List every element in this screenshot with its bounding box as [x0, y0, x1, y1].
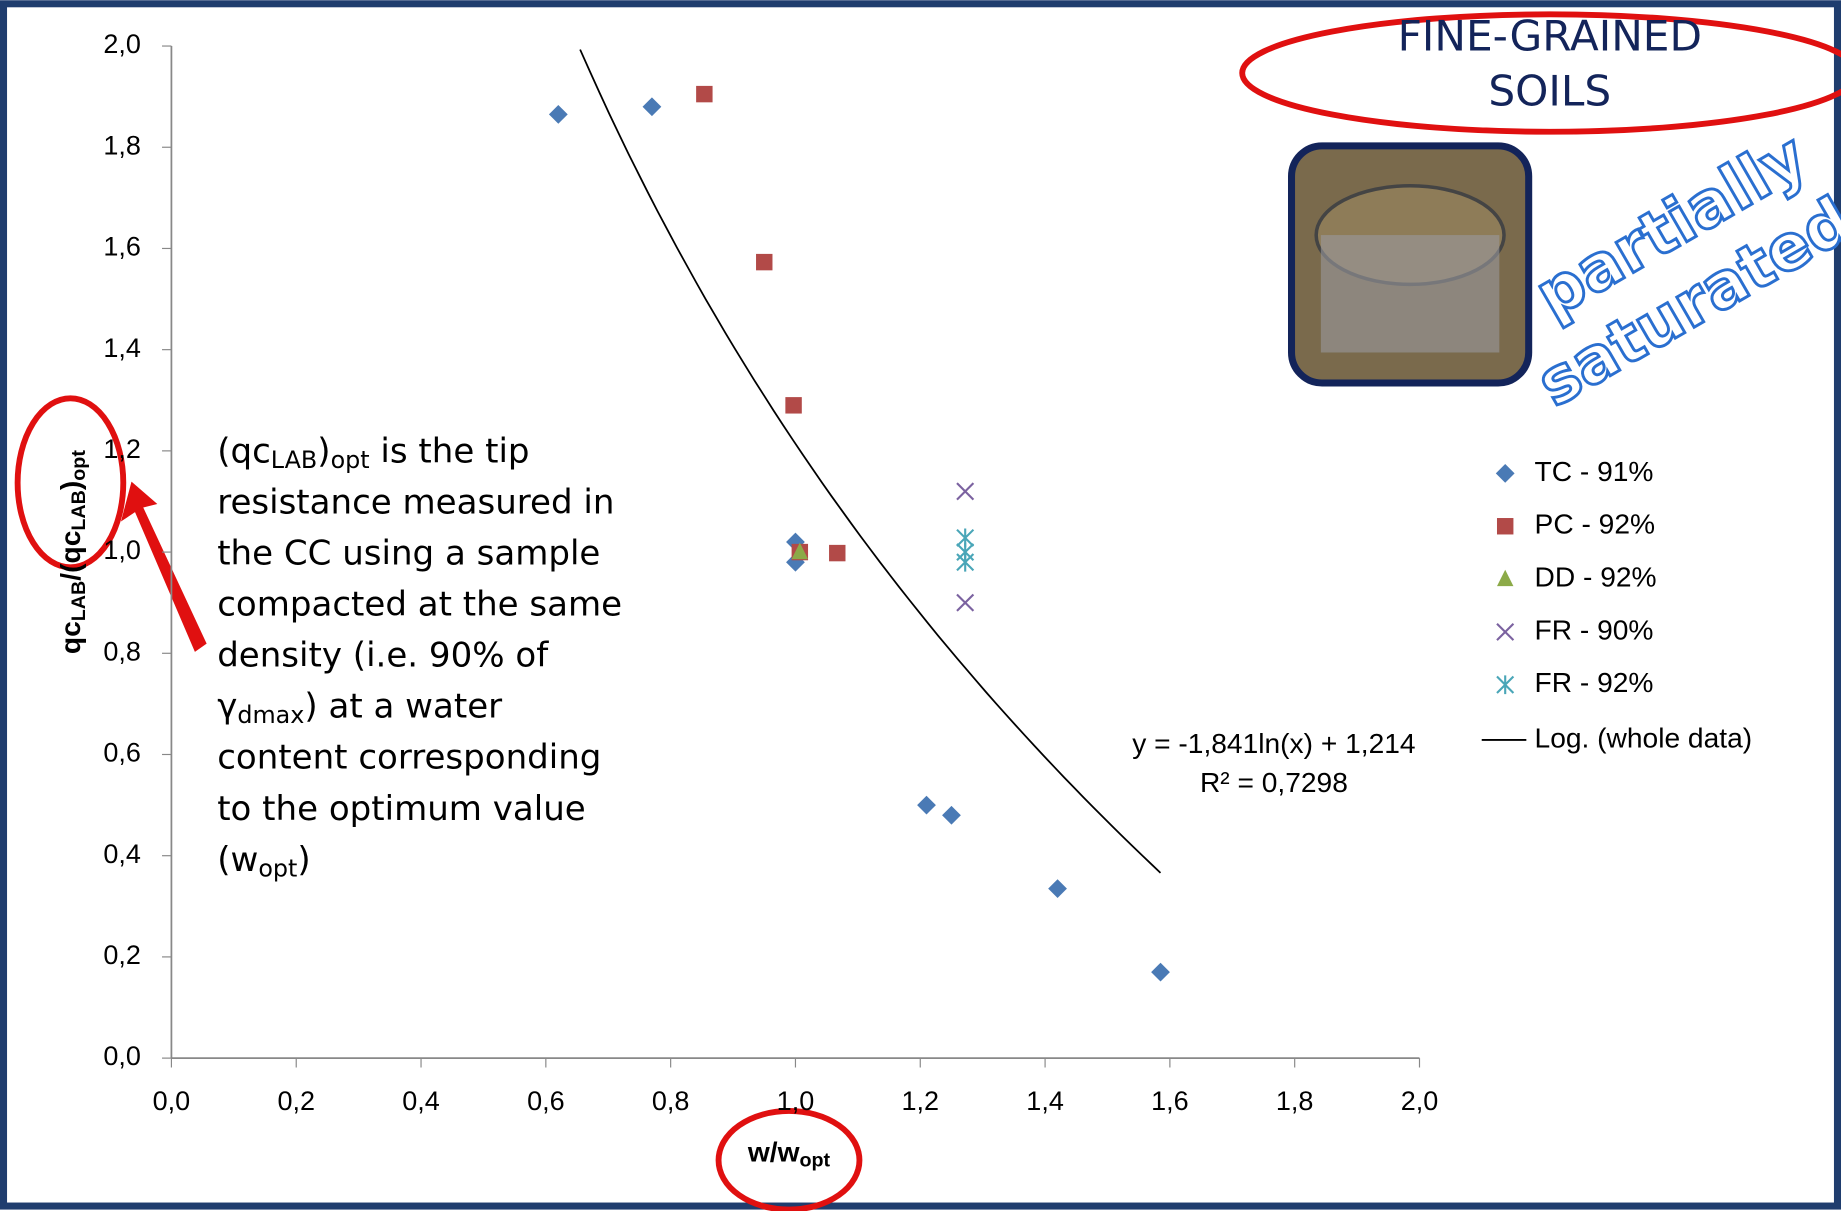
- x-tick-label: 1,6: [1151, 1086, 1189, 1116]
- marker: [829, 545, 845, 561]
- text-run: ): [54, 481, 86, 490]
- y-tick-label: 2,0: [103, 29, 141, 59]
- r-squared: R² = 0,7298: [1200, 766, 1348, 798]
- chart: 0,0 0,2 0,4 0,6 0,8 1,0 1,2 1,4 1,6 1,8 2,0 0,0 0,2 0…: [0, 0, 1841, 1211]
- text-run: /(qc: [54, 531, 86, 581]
- text-run: the CC using a sample: [217, 533, 600, 573]
- text-run: is the tip: [370, 431, 530, 471]
- subscript: dmax: [237, 701, 304, 729]
- y-axis-title: qcLAB/(qcLAB)opt: [54, 450, 90, 654]
- x-tick-label: 1,2: [901, 1086, 939, 1116]
- text-run: w/w: [747, 1136, 800, 1168]
- text-run: ) at a water: [304, 686, 502, 726]
- legend-label: TC - 91%: [1535, 455, 1654, 487]
- y-tick-label: 0,8: [103, 636, 141, 666]
- y-tick-label: 1,0: [103, 535, 141, 565]
- y-tick-label: 1,2: [103, 434, 141, 464]
- marker: [756, 254, 772, 270]
- page: 0,0 0,2 0,4 0,6 0,8 1,0 1,2 1,4 1,6 1,8 2,0 0,0 0,2 0…: [0, 0, 1841, 1211]
- photo-ring: [1321, 235, 1499, 352]
- annotation-line: content corresponding: [217, 737, 601, 777]
- x-tick-label: 0,8: [652, 1086, 690, 1116]
- y-tick-label: 0,0: [103, 1041, 141, 1071]
- y-tick-label: 0,6: [103, 738, 141, 768]
- annotation-line: density (i.e. 90% of: [217, 635, 549, 675]
- subscript: opt: [799, 1150, 830, 1172]
- text-run: γ: [217, 686, 237, 726]
- subscript: opt: [331, 445, 370, 473]
- badge-text: FINE-GRAINED: [1398, 11, 1702, 60]
- marker: [696, 86, 712, 102]
- y-tick-label: 0,4: [103, 839, 141, 869]
- x-tick-label: 0,0: [153, 1086, 191, 1116]
- annotation-line: (qcLAB)opt is the tip: [217, 431, 529, 474]
- y-tick-label: 1,4: [103, 333, 141, 363]
- y-tick-label: 1,6: [103, 232, 141, 262]
- annotation-line: compacted at the same: [217, 584, 622, 624]
- x-tick-label: 0,6: [527, 1086, 565, 1116]
- badge-text: SOILS: [1488, 67, 1611, 116]
- legend-label: FR - 90%: [1535, 613, 1654, 645]
- text-run: compacted at the same: [217, 584, 622, 624]
- marker: [785, 397, 801, 413]
- subscript: opt: [258, 854, 297, 882]
- text-run: (w: [217, 839, 258, 879]
- legend-label: Log. (whole data): [1535, 721, 1753, 753]
- text-run: content corresponding: [217, 737, 601, 777]
- equation: y = -1,841ln(x) + 1,214: [1132, 727, 1415, 759]
- annotation-line: to the optimum value: [217, 788, 586, 828]
- x-tick-label: 1,0: [777, 1086, 815, 1116]
- subscript: LAB: [68, 490, 90, 531]
- x-tick-label: 1,4: [1026, 1086, 1064, 1116]
- text-run: ): [317, 431, 330, 471]
- subscript: LAB: [271, 445, 317, 473]
- subscript: opt: [68, 450, 90, 481]
- x-tick-label: 2,0: [1401, 1086, 1439, 1116]
- legend-label: PC - 92%: [1535, 508, 1656, 540]
- text-run: resistance measured in: [217, 482, 614, 522]
- legend-label: FR - 92%: [1535, 666, 1654, 698]
- text-run: to the optimum value: [217, 788, 586, 828]
- text-run: (qc: [217, 431, 271, 471]
- x-tick-label: 0,4: [402, 1086, 440, 1116]
- x-tick-label: 0,2: [277, 1086, 315, 1116]
- x-tick-label: 1,8: [1276, 1086, 1314, 1116]
- annotation-line: resistance measured in: [217, 482, 614, 522]
- text-run: qc: [54, 621, 86, 654]
- text-run: density (i.e. 90% of: [217, 635, 549, 675]
- y-tick-label: 0,2: [103, 940, 141, 970]
- marker: [1497, 518, 1513, 534]
- annotation-line: the CC using a sample: [217, 533, 600, 573]
- y-tick-label: 1,8: [103, 130, 141, 160]
- text-run: ): [297, 839, 310, 879]
- legend-label: DD - 92%: [1535, 561, 1657, 593]
- subscript: LAB: [68, 581, 90, 622]
